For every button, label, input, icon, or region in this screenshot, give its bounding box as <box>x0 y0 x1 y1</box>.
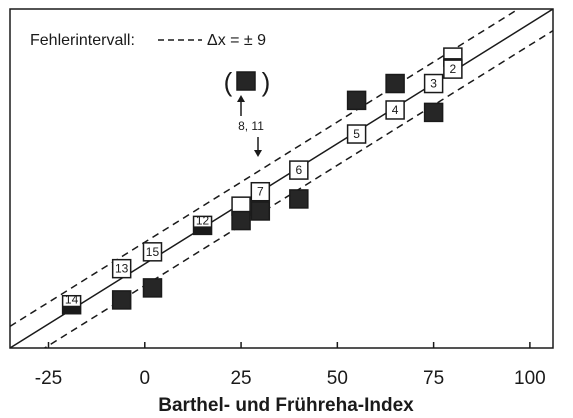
data-point-marker <box>443 59 463 79</box>
data-point-marker-fill <box>193 226 212 235</box>
data-point-marker <box>346 90 367 111</box>
data-point-marker <box>289 189 309 209</box>
lower-reference-line <box>43 30 553 348</box>
annotation-label: 8, 11 <box>238 119 264 133</box>
data-point-marker <box>289 160 309 180</box>
data-point-label: 13 <box>115 262 129 276</box>
data-point-label: 15 <box>146 245 160 259</box>
data-point-marker <box>231 210 251 231</box>
data-point-marker <box>111 290 132 310</box>
data-point <box>142 278 163 298</box>
x-tick-label: 25 <box>230 368 251 389</box>
data-point-marker <box>250 201 271 221</box>
x-axis-title: Barthel- und Frühreha-Index <box>158 395 414 416</box>
data-point: 3 <box>423 73 444 94</box>
x-tick-label: 100 <box>514 368 546 389</box>
data-point: 15 <box>142 242 163 262</box>
data-point <box>231 210 251 231</box>
annotation-marker <box>236 71 256 91</box>
data-point: 7 <box>250 181 271 202</box>
x-tick-label: 0 <box>139 368 150 389</box>
x-tick-label: 75 <box>423 368 444 389</box>
data-point-marker <box>385 73 405 94</box>
data-point: 4 <box>385 100 405 120</box>
data-point-label: 7 <box>257 185 264 199</box>
data-point: 5 <box>346 124 367 144</box>
upper-reference-line <box>10 9 520 327</box>
data-point-marker <box>346 124 367 144</box>
data-point-label: 3 <box>430 77 437 91</box>
data-point-marker-fill <box>62 305 81 314</box>
data-point-marker <box>385 100 405 120</box>
data-point-marker <box>423 73 444 94</box>
data-point-label: 14 <box>65 293 79 307</box>
identity-reference-line <box>10 9 553 348</box>
data-point: 2 <box>443 59 463 79</box>
annotation-arrowhead-up-icon <box>237 95 245 102</box>
data-point-marker <box>142 278 163 298</box>
data-point <box>289 189 309 209</box>
data-point: 6 <box>289 160 309 180</box>
annotation-group: ( ) 8, 11 <box>224 67 271 157</box>
data-point <box>346 90 367 111</box>
reference-lines <box>10 9 553 348</box>
data-point <box>250 201 271 221</box>
data-point <box>385 73 405 94</box>
data-point-label: 4 <box>392 103 399 117</box>
plot-frame <box>9 8 554 349</box>
annotation-open-bracket: ( <box>224 67 233 97</box>
legend-label: Fehlerintervall: <box>30 32 135 49</box>
data-point-marker <box>111 258 132 279</box>
data-point: 14 <box>61 293 82 315</box>
data-point <box>111 290 132 310</box>
x-tick-label: 50 <box>327 368 348 389</box>
x-tick-label: -25 <box>35 368 62 389</box>
legend-text: Δx = ± 9 <box>207 32 266 49</box>
data-points: 23 4 5 6 7 12 13 14 15 <box>61 47 463 315</box>
data-point-marker <box>250 181 271 202</box>
x-axis-ticks: -25 0 25 50 75 100 <box>35 342 546 389</box>
data-point: 13 <box>111 258 132 279</box>
data-point-label: 5 <box>353 127 360 141</box>
annotation-close-bracket: ) <box>262 67 271 97</box>
data-point-marker <box>423 102 444 123</box>
data-point: 12 <box>192 213 213 236</box>
legend: Fehlerintervall: Δx = ± 9 <box>30 32 266 49</box>
annotation-arrowhead-down-icon <box>254 150 262 157</box>
data-point-label: 6 <box>295 163 302 177</box>
data-point-marker <box>142 242 163 262</box>
data-point <box>423 102 444 123</box>
data-point-label: 12 <box>196 213 210 227</box>
data-point-label: 2 <box>450 62 457 76</box>
